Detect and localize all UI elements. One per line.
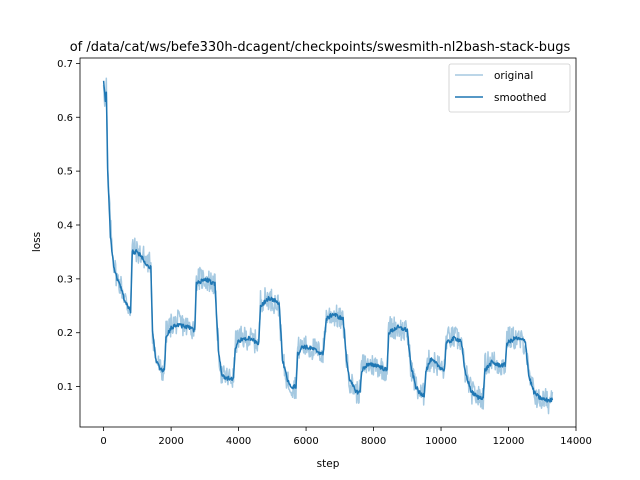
plot-frame bbox=[79, 57, 577, 428]
x-tick-label: 4000 bbox=[226, 436, 251, 447]
y-axis-label: loss bbox=[31, 232, 43, 252]
series-layer bbox=[102, 77, 554, 415]
y-tick-label: 0.2 bbox=[57, 328, 73, 339]
x-tick-label: 2000 bbox=[158, 436, 183, 447]
y-axis: 0.1 0.2 0.3 0.4 0.5 0.6 0.7 bbox=[57, 59, 80, 393]
x-tick-label: 14000 bbox=[560, 436, 592, 447]
y-tick-label: 0.1 bbox=[57, 382, 73, 393]
x-tick-label: 10000 bbox=[425, 436, 457, 447]
x-tick-label: 8000 bbox=[361, 436, 386, 447]
legend-label-smoothed: smoothed bbox=[494, 92, 546, 104]
x-tick-label: 0 bbox=[100, 436, 106, 447]
x-tick-label: 12000 bbox=[493, 436, 525, 447]
legend: original smoothed bbox=[448, 63, 571, 113]
y-tick-label: 0.5 bbox=[57, 167, 73, 178]
legend-box bbox=[448, 63, 571, 113]
x-axis-label: step bbox=[317, 458, 340, 470]
y-tick-label: 0.7 bbox=[57, 59, 73, 70]
series-line-smoothed bbox=[102, 80, 554, 403]
x-axis: 0 2000 4000 6000 8000 10000 12000 14000 bbox=[100, 427, 592, 447]
y-tick-label: 0.3 bbox=[57, 274, 73, 285]
y-tick-label: 0.4 bbox=[57, 220, 73, 231]
y-tick-label: 0.6 bbox=[57, 113, 73, 124]
chart-title: of /data/cat/ws/befe330h-dcagent/checkpo… bbox=[70, 40, 571, 55]
x-tick-label: 6000 bbox=[293, 436, 318, 447]
legend-label-original: original bbox=[494, 70, 533, 82]
